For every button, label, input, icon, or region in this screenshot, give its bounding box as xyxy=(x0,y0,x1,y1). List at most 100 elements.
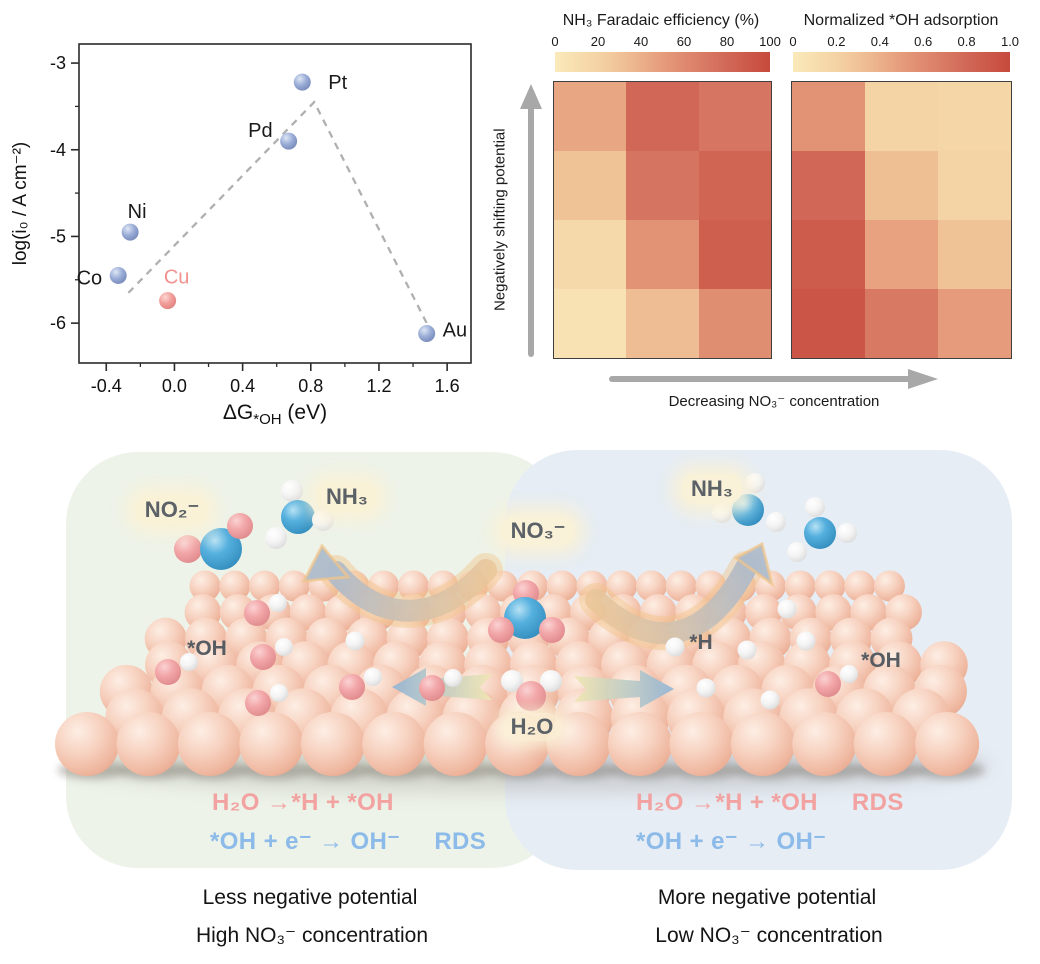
heatmap-cell xyxy=(554,220,627,289)
fe-heatmap-title: NH₃ Faradaic efficiency (%) xyxy=(562,12,760,29)
right-equation-2: *OH + e⁻ → OH⁻ xyxy=(636,827,826,856)
y-tick-label: -3 xyxy=(50,53,66,73)
no2-molecule xyxy=(174,513,253,570)
heatmap-cell xyxy=(938,151,1011,220)
heatmap-cell xyxy=(865,151,938,220)
release-arrow-left xyxy=(301,543,503,628)
colorbar-tick-label: 80 xyxy=(719,34,735,49)
left-equation-2: *OH + e⁻ → OH⁻ RDS xyxy=(210,827,486,856)
oh-heatmap-title: Normalized *OH adsorption xyxy=(803,12,999,29)
heatmap-cell xyxy=(792,82,865,151)
x-tick-label: 0.0 xyxy=(162,376,187,396)
h2o-label: H₂O xyxy=(502,713,562,741)
heatmap-cell xyxy=(698,220,771,289)
heatmap-cell xyxy=(554,82,627,151)
point-label-cu: Cu xyxy=(164,267,190,289)
data-point-co xyxy=(109,266,127,284)
oh-colorbar xyxy=(793,52,1010,72)
x-tick-label: -0.4 xyxy=(91,376,122,396)
heatmap-cell xyxy=(865,220,938,289)
nh3-right-label: NH₃ xyxy=(681,474,743,504)
heatmap-cell xyxy=(938,220,1011,289)
colorbar-tick-label: 0.6 xyxy=(914,34,933,49)
heatmap-cell xyxy=(554,289,627,358)
h-adsorbates xyxy=(345,599,816,710)
right-equation-1: H₂O →*H + *OH RDS xyxy=(636,789,904,817)
point-label-pd: Pd xyxy=(248,120,272,142)
nh3-molecule-left xyxy=(265,480,334,549)
fe-colorbar xyxy=(555,52,770,72)
heatmap-cell xyxy=(626,82,699,151)
oh-colorbar-ticks: 0 0.2 0.4 0.6 0.8 1.0 xyxy=(789,34,1019,49)
heatmap-cell xyxy=(626,289,699,358)
y-tick-label: -4 xyxy=(50,140,66,160)
no3-label: NO₃⁻ xyxy=(500,516,576,546)
colorbar-tick-label: 20 xyxy=(590,34,606,49)
heatmap-y-axis-label: Negatively shifting potential xyxy=(491,128,509,312)
nh3-left-label: NH₃ xyxy=(316,482,378,512)
fe-heatmap-grid xyxy=(553,81,772,359)
x-tick-label: 1.2 xyxy=(366,376,391,396)
data-point-ni xyxy=(121,223,139,241)
x-tick-label: 0.4 xyxy=(230,376,255,396)
data-point-pd xyxy=(280,132,298,150)
x-axis-label: ΔG*OH (eV) xyxy=(223,401,327,424)
left-equation-1: H₂O →*H + *OH xyxy=(212,789,394,817)
oh-left-label: *OH xyxy=(187,637,227,660)
oh-right-label: *OH xyxy=(861,649,901,672)
oh-adsorbates-left xyxy=(155,594,858,716)
point-label-co: Co xyxy=(77,267,103,289)
heatmap-cell xyxy=(698,289,771,358)
heatmap-cell xyxy=(938,289,1011,358)
heatmap-cell xyxy=(626,151,699,220)
y-tick-label: -6 xyxy=(50,313,66,333)
heatmap-cell xyxy=(698,82,771,151)
colorbar-tick-label: 0 xyxy=(789,34,797,49)
caption-left-concentration: High NO₃⁻ concentration xyxy=(195,924,429,947)
point-label-ni: Ni xyxy=(128,201,147,223)
point-label-au: Au xyxy=(443,320,467,342)
release-arrow-right xyxy=(579,541,775,651)
heatmap-cell xyxy=(626,220,699,289)
caption-right-concentration: Low NO₃⁻ concentration xyxy=(655,924,883,947)
no2-label: NO₂⁻ xyxy=(134,495,210,525)
colorbar-tick-label: 100 xyxy=(759,34,781,49)
colorbar-tick-label: 60 xyxy=(676,34,692,49)
y-tick-label: -5 xyxy=(50,226,66,246)
y-axis-label: log(i₀ / A cm⁻²) xyxy=(10,142,31,266)
heatmap-cell xyxy=(792,220,865,289)
right-arrow-icon xyxy=(609,369,938,389)
left-equation-2-text: *OH + e⁻ → OH⁻ xyxy=(210,828,401,855)
heatmap-cell xyxy=(792,289,865,358)
heatmap-cell xyxy=(554,151,627,220)
data-point-cu xyxy=(159,292,177,310)
heatmap-cell xyxy=(792,151,865,220)
data-point-pt xyxy=(293,73,311,91)
plot-frame xyxy=(78,43,472,364)
no3-molecule xyxy=(488,580,565,643)
split-arrow-right xyxy=(574,670,674,708)
heatmap-cell xyxy=(938,82,1011,151)
colorbar-tick-label: 0.8 xyxy=(957,34,976,49)
nh3-molecules-right xyxy=(712,473,857,562)
x-tick-label: 0.8 xyxy=(298,376,323,396)
h-star-label: *H xyxy=(689,631,713,654)
data-point-au xyxy=(418,325,436,343)
colorbar-tick-label: 1.0 xyxy=(1000,34,1020,49)
caption-left-potential: Less negative potential xyxy=(202,886,418,909)
mechanism-diagram xyxy=(55,450,1012,870)
colorbar-tick-label: 0.4 xyxy=(870,34,889,49)
right-equation-2-text: *OH + e⁻ → OH⁻ xyxy=(636,828,827,855)
colorbar-tick-label: 0.2 xyxy=(827,34,846,49)
right-equation-1-text: H₂O →*H + *OH xyxy=(636,789,818,816)
caption-right-potential: More negative potential xyxy=(657,886,877,909)
volcano-trend-line xyxy=(127,100,428,324)
heatmap-cell xyxy=(698,151,771,220)
right-rds-tag: RDS xyxy=(851,789,904,816)
point-label-pt: Pt xyxy=(328,72,347,94)
fe-colorbar-ticks: 0 20 40 60 80 100 xyxy=(551,34,780,49)
h2o-molecule xyxy=(501,670,562,711)
left-rds-tag: RDS xyxy=(434,828,487,855)
colorbar-tick-label: 0 xyxy=(551,34,559,49)
